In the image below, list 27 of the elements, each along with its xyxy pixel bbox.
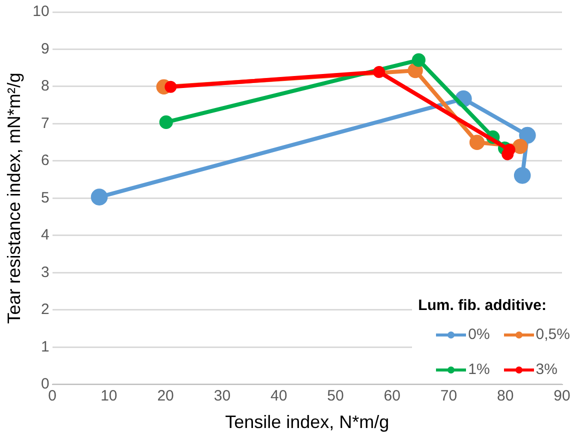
- x-axis-title: Tensile index, N*m/g: [225, 412, 390, 432]
- y-tick-label: 8: [40, 78, 50, 95]
- y-tick-label: 2: [40, 301, 50, 318]
- x-tick-label: 80: [497, 388, 514, 405]
- x-tick-label: 60: [384, 388, 400, 405]
- y-tick-label: 4: [40, 226, 50, 244]
- x-tick-label: 90: [554, 388, 570, 405]
- y-tick-label: 5: [40, 189, 50, 206]
- x-tick-label: 20: [157, 388, 174, 405]
- x-tick-label: 30: [214, 388, 231, 405]
- y-tick-label: 7: [40, 114, 50, 132]
- x-tick-label: 40: [270, 388, 288, 405]
- y-tick-label: 1: [40, 338, 50, 356]
- y-tick-label: 6: [40, 152, 50, 170]
- x-tick-label: 70: [440, 388, 458, 405]
- y-axis-title: Tear resistance index, mN*m²/g: [4, 72, 24, 324]
- legend-label: 1%: [468, 361, 490, 378]
- y-tick-label: 9: [40, 40, 50, 58]
- x-tick-label: 50: [327, 388, 344, 405]
- legend-label: 0,5%: [536, 326, 570, 343]
- legend-label: 0%: [468, 326, 490, 343]
- y-tick-label: 0: [40, 376, 50, 393]
- y-tick-label: 10: [32, 3, 50, 20]
- legend-title: Lum. fib. additive:: [418, 297, 548, 314]
- x-tick-label: 10: [100, 388, 118, 405]
- legend-label: 3%: [536, 361, 558, 378]
- y-tick-label: 3: [40, 264, 50, 281]
